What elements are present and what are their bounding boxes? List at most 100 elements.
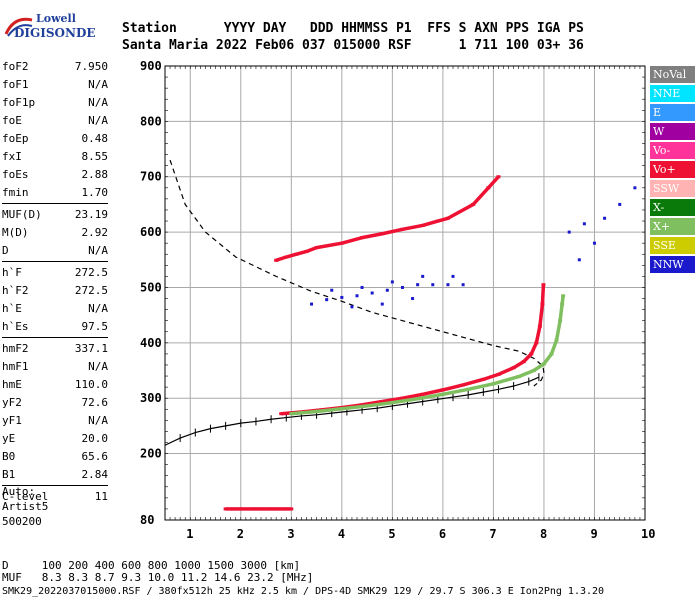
param-value: N/A [88,414,108,427]
auto-version: 500200 [2,515,42,528]
param-row-b0: B0 65.6 [2,448,108,466]
echo-trace [361,232,383,240]
echo-trace [529,342,538,355]
echo-trace [497,366,515,376]
param-value: 20.0 [81,432,109,445]
param-name: foF2 [2,60,29,73]
param-separator [2,485,108,486]
header-label-p1: P1 [395,21,412,36]
header-label-ddd: DDD [309,21,334,36]
param-row-hmf2: hmF2 337.1 [2,340,108,358]
d-value: 800 [147,559,168,572]
echo-point [310,302,314,306]
param-name: hmF1 [2,360,29,373]
param-value: 2.84 [81,468,109,481]
legend-item-nnw: NNW [650,256,695,273]
muf-unit: [MHz] [280,571,314,584]
x-tick-label: 3 [287,527,294,541]
param-name: foE [2,114,22,127]
x-tick-label: 6 [439,527,446,541]
echo-trace [341,235,363,245]
x-tick-label: 8 [540,527,547,541]
echo-trace [402,223,424,232]
param-value: 2.92 [81,226,109,239]
plot-frame [164,65,646,521]
header-label-station: Station [122,21,177,36]
param-value: N/A [88,96,108,109]
echo-trace [534,325,542,344]
echo-point [496,175,501,179]
echo-point [567,230,571,234]
y-tick-label: 80 [140,513,154,527]
param-row-foes: foEs 2.88 [2,166,108,184]
d-value: 100 [41,559,62,572]
echo-trace [316,406,343,414]
x-tick-label: 9 [590,527,597,541]
param-row-hme: hmE 110.0 [2,376,108,394]
param-row-b1: B1 2.84 [2,466,108,484]
muf-value: 23.2 [247,571,274,584]
legend-item-w: W [650,123,695,140]
d-label: D [2,559,9,572]
logo-swirl-icon [4,17,33,37]
y-tick-label: 400 [140,336,162,350]
y-tick-label: 500 [140,280,162,294]
echo-trace [540,284,546,305]
param-row-hes: h`Es 97.5 [2,318,108,336]
param-value: 23.19 [74,208,108,221]
param-value: 97.5 [81,320,109,333]
echo-point [633,186,637,190]
echo-point [561,294,566,298]
echo-trace [316,241,343,250]
header-value-day: Feb06 [255,38,295,53]
muf-value: 14.6 [214,571,241,584]
muf-value: 8.3 [41,571,62,584]
echo-trace [542,352,553,365]
legend-item-nne: NNE [650,85,695,102]
header-value-pps: 100 [505,38,530,53]
lowell-digisonde-logo: Lowell DIGISONDE [0,8,96,40]
param-name: foF1 [2,78,29,91]
param-row-foep: foEp 0.48 [2,130,108,148]
param-row-fmin: fmin 1.70 [2,184,108,202]
header-value-s: 1 [458,38,467,53]
param-value: 272.5 [74,284,108,297]
echo-point [431,283,435,287]
d-value: 1000 [174,559,201,572]
header-value-axn: 711 [474,38,498,53]
echo-trace [442,383,464,392]
echo-trace [558,303,564,321]
param-row-hf: h`F 272.5 [2,264,108,282]
param-row-yf2: yF2 72.6 [2,394,108,412]
echo-trace [366,400,393,408]
echo-trace [549,339,559,355]
echo-trace [361,399,383,407]
param-name: h`Es [2,320,29,333]
y-tick-label: 300 [140,391,162,405]
echo-point [360,285,364,289]
legend-item-sse: SSE [650,237,695,254]
echo-point [325,298,329,302]
param-value: 11 [94,490,108,503]
echo-trace [422,388,444,397]
param-value: N/A [88,360,108,373]
param-name: hmF2 [2,342,29,355]
y-tick-label: 200 [140,447,162,461]
x-tick-label: 1 [186,527,193,541]
legend-item-e: E [650,104,695,121]
x-tick-label: 4 [338,527,345,541]
param-row-md: M(D) 2.92 [2,224,108,242]
d-value: 600 [121,559,142,572]
header-label-year: YYYY [223,21,256,36]
header-label-s: S [458,21,467,36]
logo-line1: Lowell [36,12,76,25]
echo-trace [467,382,494,392]
echo-trace [462,377,484,387]
auto-label: Auto: [2,485,36,498]
param-row-fxi: fxI 8.55 [2,148,108,166]
x-tick-label: 10 [641,527,655,541]
param-separator [2,337,108,338]
param-value: 272.5 [74,266,108,279]
param-value: 1.70 [81,186,109,199]
